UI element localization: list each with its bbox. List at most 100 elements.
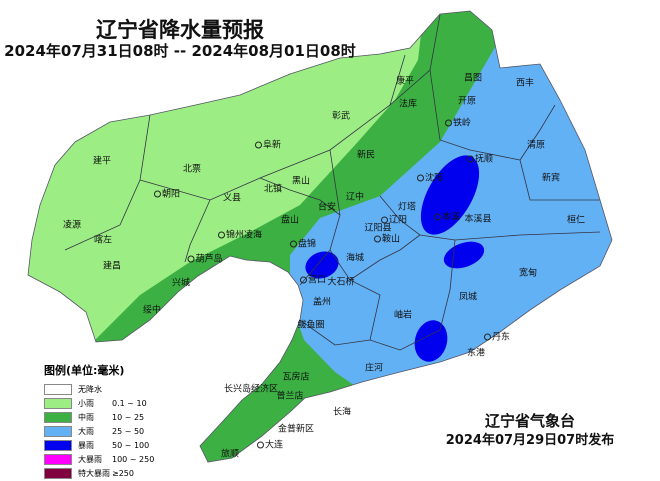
- city-label: 本溪县: [464, 214, 492, 225]
- city-label: 灯塔: [397, 202, 417, 213]
- map-title: 辽宁省降水量预报: [96, 18, 264, 42]
- city-marker-icon: [217, 231, 225, 239]
- city-marker-icon: [373, 235, 381, 243]
- legend-label: 无降水: [78, 384, 102, 394]
- city-label: 义县: [222, 193, 242, 204]
- city-label: 法库: [398, 99, 418, 110]
- legend-range: 0.1 ~ 10: [112, 398, 147, 408]
- city-label: 鲅鱼圈: [297, 320, 325, 331]
- city-label: 大石桥: [327, 277, 355, 288]
- city-label: 新民: [356, 150, 376, 161]
- city-marker-icon: [483, 333, 491, 341]
- city-label: 辽阳县: [364, 223, 392, 234]
- legend-swatch: [44, 411, 72, 423]
- legend: 图例(单位:毫米) 无降水小雨 0.1 ~ 10 中雨 10 ~ 25 大雨 25 ~ 5…: [44, 362, 154, 480]
- city-label: 阜新: [254, 138, 281, 151]
- city-label: 海城: [345, 253, 365, 264]
- city-label: 昌图: [463, 73, 483, 84]
- legend-label: 大雨: [78, 426, 94, 436]
- city-label: 凌源: [62, 220, 82, 231]
- city-label: 东港: [466, 348, 486, 359]
- city-label: 盖州: [312, 297, 332, 308]
- legend-label: 特大暴雨: [78, 468, 110, 478]
- city-label: 铁岭: [444, 116, 471, 129]
- city-label: 沈阳: [416, 171, 443, 184]
- city-label: 鞍山: [373, 232, 400, 245]
- city-marker-icon: [289, 240, 297, 248]
- city-marker-icon: [380, 216, 388, 224]
- legend-label: 小雨: [78, 398, 94, 408]
- city-label: 新宾: [541, 173, 561, 184]
- city-label: 岫岩: [393, 310, 413, 321]
- city-label: 普兰店: [276, 391, 304, 402]
- city-label: 盘锦: [289, 237, 316, 250]
- legend-item: 大雨 25 ~ 50: [44, 424, 154, 438]
- legend-item: 特大暴雨 ≥250: [44, 466, 154, 480]
- city-label: 锦州凌海: [217, 228, 262, 241]
- city-label: 辽阳: [380, 213, 407, 226]
- city-label: 康平: [395, 76, 415, 87]
- city-label: 兴城: [171, 278, 191, 289]
- city-label: 绥中: [142, 305, 162, 316]
- rainstorm-area: [305, 251, 339, 279]
- legend-item: 小雨 0.1 ~ 10: [44, 396, 154, 410]
- city-label: 朝阳: [153, 187, 180, 200]
- city-label: 清原: [526, 140, 546, 151]
- legend-swatch: [44, 467, 72, 479]
- forecast-period: 2024年07月31日08时 -- 2024年08月01日08时: [4, 42, 356, 60]
- legend-range: 50 ~ 100: [112, 440, 150, 450]
- legend-range: 25 ~ 50: [112, 426, 145, 436]
- city-label: 西丰: [515, 78, 535, 89]
- city-marker-icon: [299, 276, 307, 284]
- city-label: 长海: [332, 407, 352, 418]
- city-marker-icon: [416, 174, 424, 182]
- county-borders: [64, 14, 601, 351]
- city-label: 彰武: [331, 111, 351, 122]
- city-label: 葫芦岛: [187, 252, 223, 265]
- city-label: 建昌: [102, 261, 122, 272]
- legend-item: 中雨 10 ~ 25: [44, 410, 154, 424]
- issuer-name: 辽宁省气象台: [484, 412, 575, 430]
- city-label: 台安: [317, 202, 337, 213]
- legend-title: 图例(单位:毫米): [44, 364, 125, 377]
- legend-swatch: [44, 425, 72, 437]
- city-label: 宽甸: [518, 268, 538, 279]
- city-label: 开原: [457, 96, 477, 107]
- city-marker-icon: [153, 190, 161, 198]
- city-label: 桓仁: [566, 215, 586, 226]
- city-label: 旅顺: [220, 449, 240, 460]
- issue-time: 2024年07月29日07时发布: [445, 433, 615, 448]
- legend-label: 暴雨: [78, 440, 94, 450]
- city-label: 大连: [256, 438, 283, 451]
- city-label: 金普新区: [277, 424, 315, 435]
- legend-swatch: [44, 397, 72, 409]
- city-label: 丹东: [483, 330, 510, 343]
- legend-swatch: [44, 453, 72, 465]
- city-label: 抚顺: [466, 152, 493, 165]
- city-label: 瓦房店: [282, 372, 310, 383]
- city-label: 建平: [92, 156, 112, 167]
- city-label: 辽中: [345, 192, 365, 203]
- legend-range: 100 ~ 250: [112, 454, 155, 464]
- city-label: 本溪: [433, 210, 460, 223]
- city-label: 盘山: [280, 215, 300, 226]
- city-marker-icon: [254, 141, 262, 149]
- city-label: 长兴岛经济区: [223, 384, 279, 395]
- city-label: 凤城: [458, 292, 478, 303]
- city-label: 喀左: [93, 235, 113, 246]
- city-label: 北票: [182, 164, 202, 175]
- legend-item: 无降水: [44, 382, 154, 396]
- legend-range: 10 ~ 25: [112, 412, 145, 422]
- city-label: 北镇: [263, 184, 283, 195]
- city-marker-icon: [187, 255, 195, 263]
- city-label: 黑山: [291, 176, 311, 187]
- city-label: 庄河: [364, 363, 384, 374]
- city-marker-icon: [433, 213, 441, 221]
- legend-range: ≥250: [112, 468, 134, 478]
- city-marker-icon: [256, 441, 264, 449]
- city-marker-icon: [444, 119, 452, 127]
- legend-swatch: [44, 439, 72, 451]
- legend-item: 大暴雨 100 ~ 250: [44, 452, 154, 466]
